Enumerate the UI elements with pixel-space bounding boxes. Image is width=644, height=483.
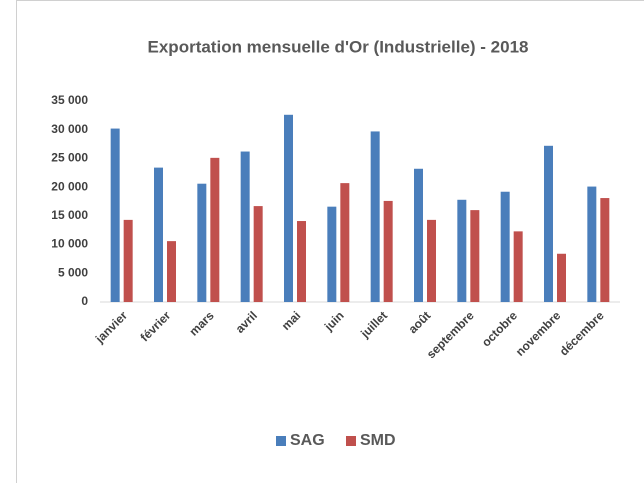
bar — [470, 210, 480, 302]
bar — [167, 241, 176, 302]
bar — [253, 206, 263, 302]
bar — [340, 183, 350, 302]
bar — [587, 186, 597, 302]
bar — [513, 231, 523, 302]
y-tick-label: 30 000 — [51, 122, 88, 136]
legend-swatch — [346, 436, 356, 446]
bar — [427, 219, 436, 302]
bar — [544, 145, 553, 302]
bar — [600, 198, 610, 302]
bar — [197, 183, 207, 302]
y-tick-label: 35 000 — [51, 93, 88, 107]
bar — [284, 114, 293, 302]
bar — [557, 253, 566, 302]
bar — [500, 191, 510, 302]
y-tick-label: 10 000 — [51, 237, 88, 251]
bar — [240, 151, 250, 302]
bar — [210, 157, 220, 302]
bar — [457, 199, 467, 302]
bar — [110, 128, 120, 302]
y-tick-label: 25 000 — [51, 151, 88, 165]
legend-swatch — [276, 436, 286, 446]
bar — [370, 131, 380, 302]
y-tick-label: 5 000 — [58, 265, 88, 279]
bar — [327, 206, 337, 302]
bar — [297, 221, 306, 302]
y-tick-label: 15 000 — [51, 208, 88, 222]
legend-label: SAG — [290, 432, 325, 449]
bar — [154, 167, 163, 302]
bar — [414, 168, 423, 302]
y-tick-label: 20 000 — [51, 179, 88, 193]
bar — [383, 200, 393, 302]
bar — [123, 219, 133, 302]
chart-title: Exportation mensuelle d'Or (Industrielle… — [148, 37, 529, 56]
y-tick-label: 0 — [81, 294, 88, 308]
legend-label: SMD — [360, 432, 396, 449]
